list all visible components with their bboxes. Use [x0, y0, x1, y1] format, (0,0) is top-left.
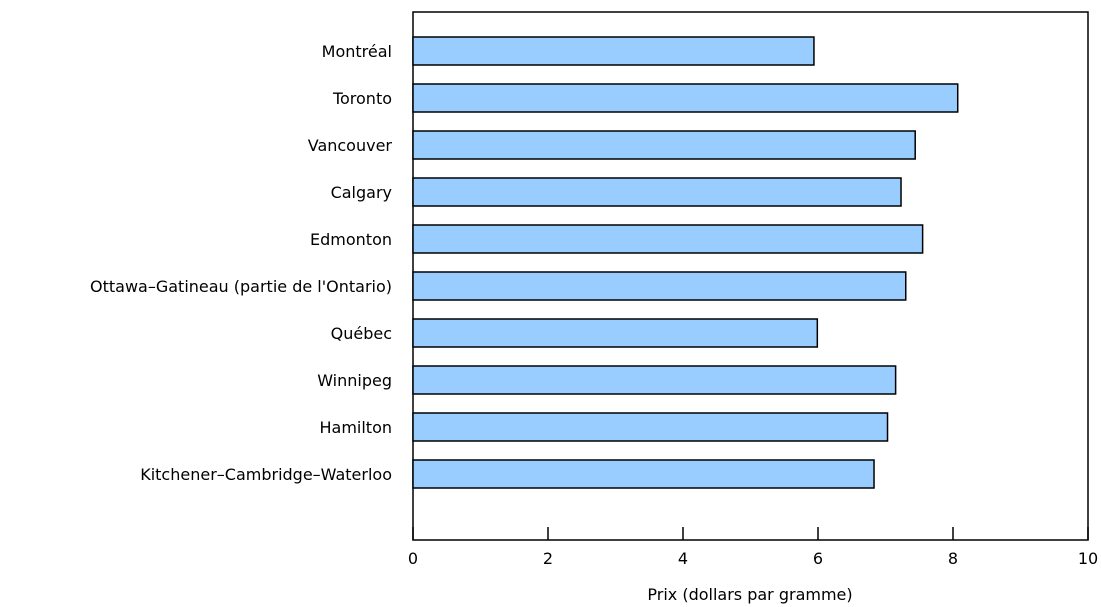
x-tick-label-0: 0 [408, 549, 418, 568]
bar-1 [412, 83, 959, 113]
x-tick-label-3: 6 [813, 549, 823, 568]
x-tick-label-4: 8 [948, 549, 958, 568]
category-label-7: Winnipeg [317, 371, 392, 390]
bar-8 [412, 412, 889, 442]
bar-3 [412, 177, 902, 207]
category-label-8: Hamilton [319, 418, 392, 437]
category-label-6: Québec [331, 324, 392, 343]
x-axis-ticks: 0 2 4 6 8 10 [408, 527, 1098, 568]
bar-2 [412, 130, 916, 160]
category-labels: Montréal Toronto Vancouver Calgary Edmonton O… [90, 42, 392, 484]
category-label-1: Toronto [332, 89, 392, 108]
x-tick-label-1: 2 [543, 549, 553, 568]
category-label-0: Montréal [322, 42, 392, 61]
bars-group [412, 36, 959, 489]
x-tick-label-5: 10 [1078, 549, 1098, 568]
bar-0 [412, 36, 815, 66]
category-label-2: Vancouver [308, 136, 393, 155]
x-axis-title: Prix (dollars par gramme) [647, 585, 852, 604]
category-label-5: Ottawa–Gatineau (partie de l'Ontario) [90, 277, 392, 296]
bar-5 [412, 271, 907, 301]
bar-7 [412, 365, 897, 395]
bar-9 [412, 459, 875, 489]
bar-4 [412, 224, 924, 254]
category-label-3: Calgary [331, 183, 392, 202]
category-label-4: Edmonton [310, 230, 392, 249]
bar-6 [412, 318, 819, 348]
category-label-9: Kitchener–Cambridge–Waterloo [140, 465, 392, 484]
x-tick-label-2: 4 [678, 549, 688, 568]
